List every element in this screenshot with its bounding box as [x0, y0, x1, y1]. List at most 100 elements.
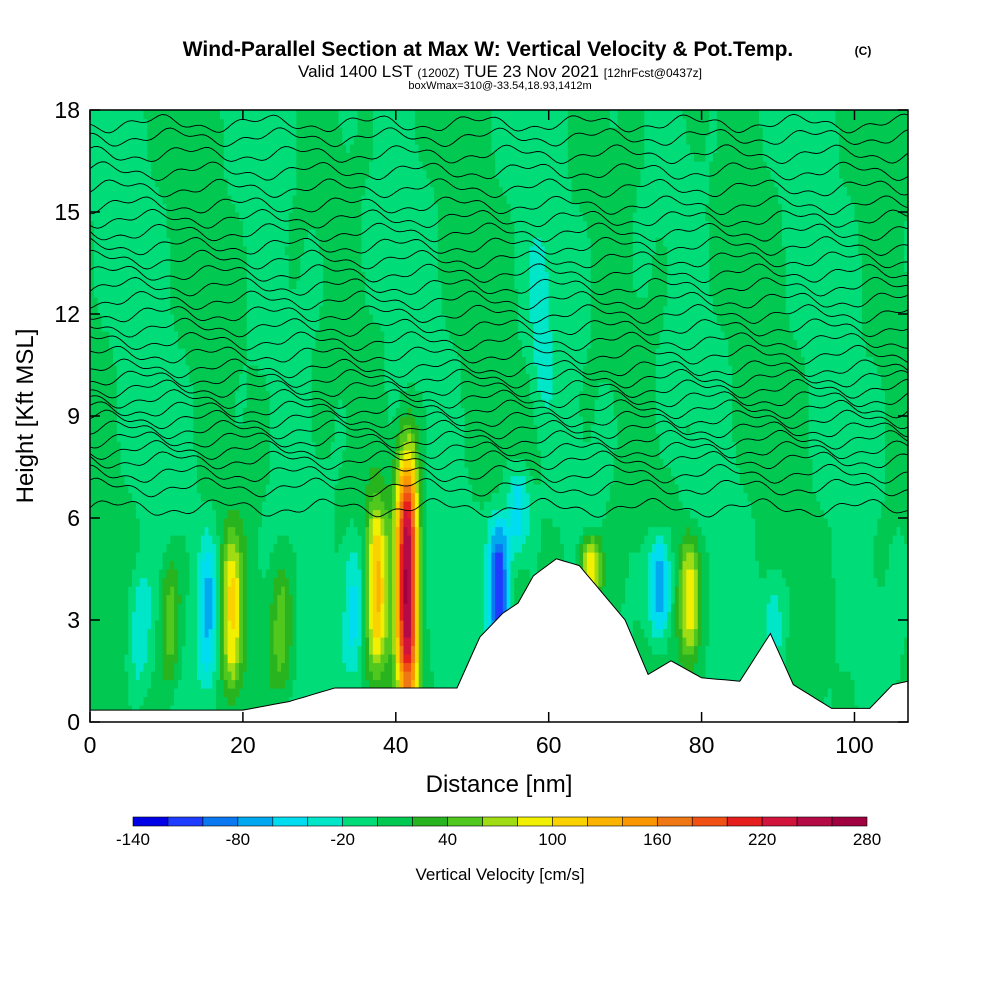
velocity-cell — [625, 577, 649, 587]
velocity-cell — [789, 611, 836, 621]
velocity-cell — [212, 654, 217, 664]
velocity-cell — [693, 552, 699, 562]
velocity-cell — [510, 552, 515, 562]
velocity-cell — [369, 526, 374, 536]
velocity-cell — [598, 390, 615, 400]
velocity-cell — [223, 620, 229, 630]
velocity-cell — [277, 611, 286, 621]
velocity-cell — [422, 484, 427, 494]
velocity-cell — [403, 586, 408, 596]
velocity-cell — [770, 594, 779, 604]
velocity-cell — [208, 526, 217, 536]
velocity-cell — [418, 450, 427, 460]
velocity-cell — [265, 569, 278, 579]
velocity-cell — [132, 705, 141, 715]
velocity-cell — [411, 433, 416, 443]
velocity-cell — [510, 475, 527, 485]
velocity-cell — [227, 178, 298, 188]
velocity-cell — [353, 637, 362, 647]
velocity-cell — [376, 603, 382, 613]
velocity-cell — [97, 297, 171, 307]
velocity-cell — [544, 263, 592, 273]
velocity-cell — [521, 339, 534, 349]
velocity-cell — [193, 382, 240, 392]
velocity-cell — [147, 645, 156, 655]
velocity-cell — [197, 603, 202, 613]
velocity-cell — [900, 526, 908, 536]
velocity-cell — [655, 237, 664, 247]
velocity-cell — [273, 628, 286, 638]
velocity-cell — [365, 288, 443, 298]
velocity-cell — [395, 518, 401, 528]
velocity-cell — [197, 475, 271, 485]
velocity-cell — [246, 552, 259, 562]
velocity-cell — [709, 161, 768, 171]
velocity-cell — [357, 645, 362, 655]
velocity-cell — [693, 662, 707, 672]
velocity-cell — [365, 628, 370, 638]
velocity-cell — [529, 314, 550, 324]
velocity-cell — [154, 654, 164, 664]
velocity-cell — [109, 339, 179, 349]
velocity-cell — [418, 637, 424, 647]
velocity-cell — [789, 586, 836, 596]
velocity-cell — [590, 424, 619, 434]
velocity-cell — [227, 620, 233, 630]
velocity-cell — [147, 152, 225, 162]
velocity-cell — [491, 594, 496, 604]
velocity-cell — [90, 144, 148, 154]
subtitle-utc: (1200Z) — [417, 66, 459, 80]
velocity-cell — [651, 628, 664, 638]
velocity-cell — [414, 560, 420, 570]
velocity-cell — [766, 637, 783, 647]
velocity-cell — [586, 543, 596, 553]
velocity-cell — [487, 586, 492, 596]
velocity-cell — [197, 552, 206, 562]
velocity-cell — [158, 611, 164, 621]
velocity-cell — [246, 246, 286, 256]
velocity-cell — [705, 203, 783, 213]
velocity-cell — [262, 509, 336, 519]
velocity-cell — [349, 637, 355, 647]
velocity-cell — [116, 382, 194, 392]
velocity-cell — [663, 586, 668, 596]
velocity-cell — [537, 424, 584, 434]
velocity-cell — [655, 365, 733, 375]
colorbar-ticks: -140 -80 -20 40 100 160 220 280 — [116, 830, 881, 849]
velocity-cell — [284, 637, 294, 647]
velocity-cell — [395, 543, 401, 553]
velocity-cell — [709, 628, 768, 638]
velocity-cell — [128, 688, 148, 698]
velocity-cell — [158, 569, 168, 579]
velocity-cell — [334, 518, 351, 528]
velocity-cell — [789, 314, 863, 324]
velocity-cell — [288, 586, 298, 596]
velocity-cell — [338, 110, 359, 120]
velocity-cell — [701, 594, 710, 604]
velocity-cell — [197, 662, 206, 672]
velocity-cell — [189, 560, 198, 570]
velocity-cell — [521, 518, 531, 528]
velocity-cell — [365, 552, 370, 562]
velocity-cell — [296, 135, 343, 145]
velocity-cell — [227, 662, 236, 672]
velocity-cell — [877, 518, 908, 528]
velocity-cell — [426, 552, 485, 562]
velocity-cell — [166, 212, 240, 222]
velocity-cell — [617, 416, 657, 426]
velocity-cell — [678, 611, 684, 621]
velocity-cell — [567, 144, 645, 154]
velocity-cell — [395, 433, 401, 443]
velocity-cell — [426, 441, 466, 451]
velocity-cell — [506, 594, 512, 604]
velocity-cell — [602, 543, 642, 553]
velocity-cell — [904, 637, 908, 647]
velocity-cell — [460, 399, 535, 409]
velocity-cell — [770, 169, 840, 179]
velocity-cell — [90, 263, 95, 273]
velocity-cell — [418, 662, 424, 672]
velocity-cell — [296, 110, 340, 120]
velocity-cell — [223, 688, 240, 698]
velocity-cell — [90, 135, 148, 145]
velocity-cell — [426, 475, 470, 485]
